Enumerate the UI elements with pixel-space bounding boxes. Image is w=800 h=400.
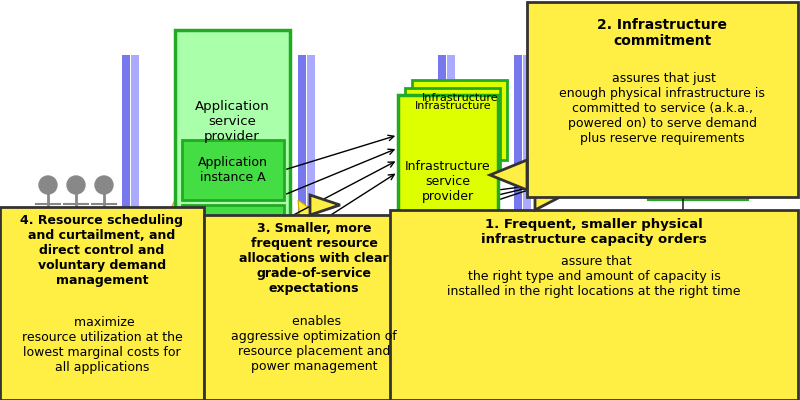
Text: 3. Smaller, more
frequent resource
allocations with clear
grade-of-service
expec: 3. Smaller, more frequent resource alloc… [239,222,389,295]
Circle shape [95,226,113,244]
Bar [122,55,130,295]
Text: Infrastructure: Infrastructure [414,101,491,111]
Bar [447,55,455,245]
Bar [348,248,438,328]
Bar [0,207,204,400]
Bar [648,128,748,200]
Text: lic
an: lic an [186,284,198,306]
Bar [651,239,761,321]
Bar [307,55,315,295]
Text: lic
an: lic an [186,339,198,361]
Bar [412,80,507,160]
Bar [332,232,422,312]
Text: assures that just
enough physical infrastructure is
committed to service (a.k.a.: assures that just enough physical infras… [559,72,765,145]
Text: Application
instance B: Application instance B [198,221,268,249]
Polygon shape [490,160,527,190]
Bar [642,230,752,312]
Bar [398,95,498,225]
Circle shape [67,176,85,194]
Text: enables
aggressive optimization of
resource placement and
power management: enables aggressive optimization of resou… [231,315,397,373]
Bar [324,224,414,304]
Text: Application
instance A: Application instance A [198,156,268,184]
Text: Software
suppliers: Software suppliers [343,264,393,286]
Text: maximize
resource utilization at the
lowest marginal costs for
all applications: maximize resource utilization at the low… [22,316,182,374]
Bar [182,205,284,265]
Text: Infrastructure
service
provider: Infrastructure service provider [405,160,491,203]
Circle shape [39,176,57,194]
Circle shape [95,176,113,194]
Bar [634,115,734,187]
Circle shape [67,226,85,244]
Bar [527,2,798,197]
Bar [660,248,770,330]
Bar [633,221,743,303]
Text: Application
service
provider: Application service provider [194,100,270,143]
Bar [523,55,531,245]
Bar [204,215,424,400]
Bar [340,240,430,320]
Bar [131,55,139,295]
Text: 1. Frequent, smaller physical
infrastructure capacity orders: 1. Frequent, smaller physical infrastruc… [481,218,707,246]
Text: Infrastructure: Infrastructure [422,93,498,103]
Bar [641,121,741,193]
Text: assure that
the right type and amount of capacity is
installed in the right loca: assure that the right type and amount of… [447,255,741,298]
Polygon shape [310,195,340,215]
Text: Electricity
providers: Electricity providers [654,151,713,179]
Bar [182,140,284,200]
Bar [438,55,446,245]
Polygon shape [450,220,620,310]
Text: 2. Infrastructure
commitment: 2. Infrastructure commitment [597,18,727,48]
Bar [624,212,734,294]
Bar [405,88,500,168]
Polygon shape [298,200,455,310]
Bar [298,55,306,295]
Bar [514,55,522,245]
Bar [175,30,290,240]
Circle shape [39,226,57,244]
Polygon shape [535,185,560,210]
Bar [175,270,210,320]
Text: 4. Resource scheduling
and curtailment, and
direct control and
voluntary demand
: 4. Resource scheduling and curtailment, … [21,214,183,287]
Bar [175,325,210,375]
Polygon shape [122,200,308,310]
Text: Infrastructure
equipment: Infrastructure equipment [638,253,718,281]
Bar [390,210,798,400]
